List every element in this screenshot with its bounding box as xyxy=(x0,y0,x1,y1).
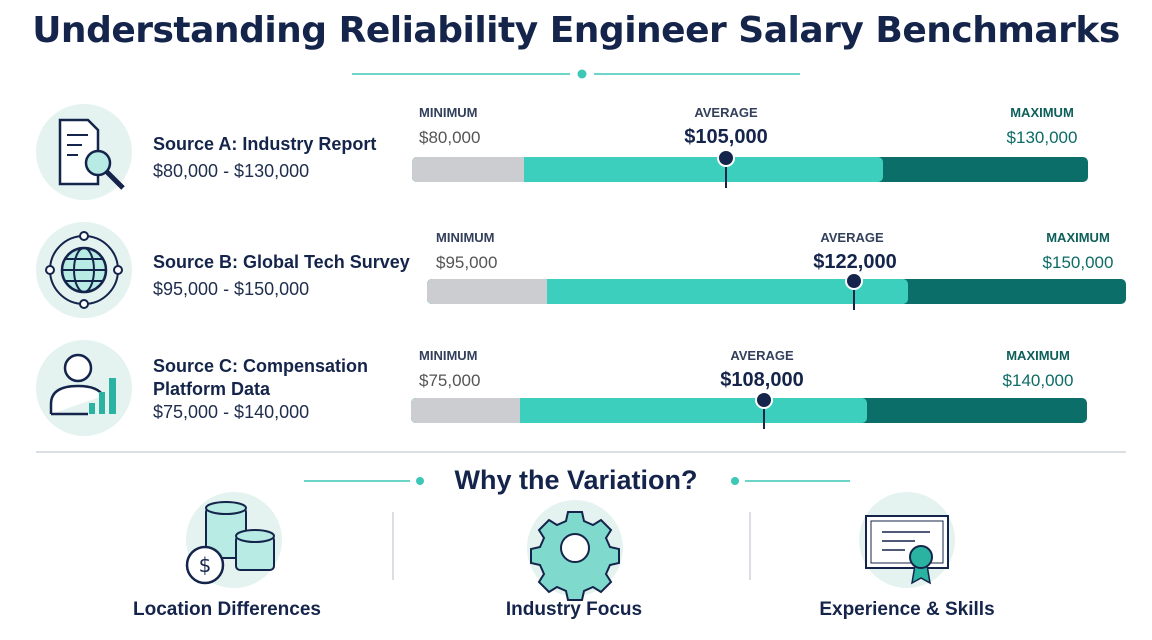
source-range: $80,000 - $130,000 xyxy=(153,161,310,181)
factor-label: Experience & Skills xyxy=(819,599,995,620)
factor-label: Location Differences xyxy=(133,599,321,620)
report-icon xyxy=(36,104,132,200)
title-divider xyxy=(352,69,800,79)
average-label: AVERAGE xyxy=(730,348,794,363)
minimum-value: $95,000 xyxy=(436,253,498,272)
minimum-label: MINIMUM xyxy=(419,105,478,120)
minimum-label: MINIMUM xyxy=(419,348,478,363)
maximum-value: $130,000 xyxy=(1006,128,1078,147)
gear-icon xyxy=(527,500,623,601)
range-bar xyxy=(411,391,1087,429)
source-name: Source A: Industry Report xyxy=(153,134,377,154)
minimum-value: $80,000 xyxy=(419,128,481,147)
why-divider xyxy=(304,477,850,485)
maximum-value: $140,000 xyxy=(1002,371,1074,390)
source-name: Source B: Global Tech Survey xyxy=(153,252,410,272)
average-value: $108,000 xyxy=(720,369,804,391)
svg-text:$: $ xyxy=(199,553,212,577)
factor-label: Industry Focus xyxy=(505,599,643,620)
source-range: $95,000 - $150,000 xyxy=(153,279,310,299)
section-title: Why the Variation? xyxy=(454,465,698,495)
globe-icon xyxy=(36,222,132,318)
person-chart-icon xyxy=(36,340,132,436)
certificate-icon xyxy=(859,492,955,588)
page-title: Understanding Reliability Engineer Salar… xyxy=(32,10,1120,51)
range-bar xyxy=(427,272,1126,310)
average-value: $122,000 xyxy=(813,251,897,273)
average-value: $105,000 xyxy=(684,126,768,148)
source-range: $75,000 - $140,000 xyxy=(153,402,310,422)
range-bar xyxy=(412,149,1088,188)
average-label: AVERAGE xyxy=(820,230,884,245)
maximum-label: MAXIMUM xyxy=(1010,105,1074,120)
maximum-label: MAXIMUM xyxy=(1006,348,1070,363)
source-name: Source C: Compensation Platform Data xyxy=(153,356,369,399)
maximum-value: $150,000 xyxy=(1042,253,1114,272)
minimum-value: $75,000 xyxy=(419,371,481,390)
minimum-label: MINIMUM xyxy=(436,230,495,245)
coins-icon: $ xyxy=(185,492,282,588)
average-label: AVERAGE xyxy=(694,105,758,120)
maximum-label: MAXIMUM xyxy=(1046,230,1110,245)
